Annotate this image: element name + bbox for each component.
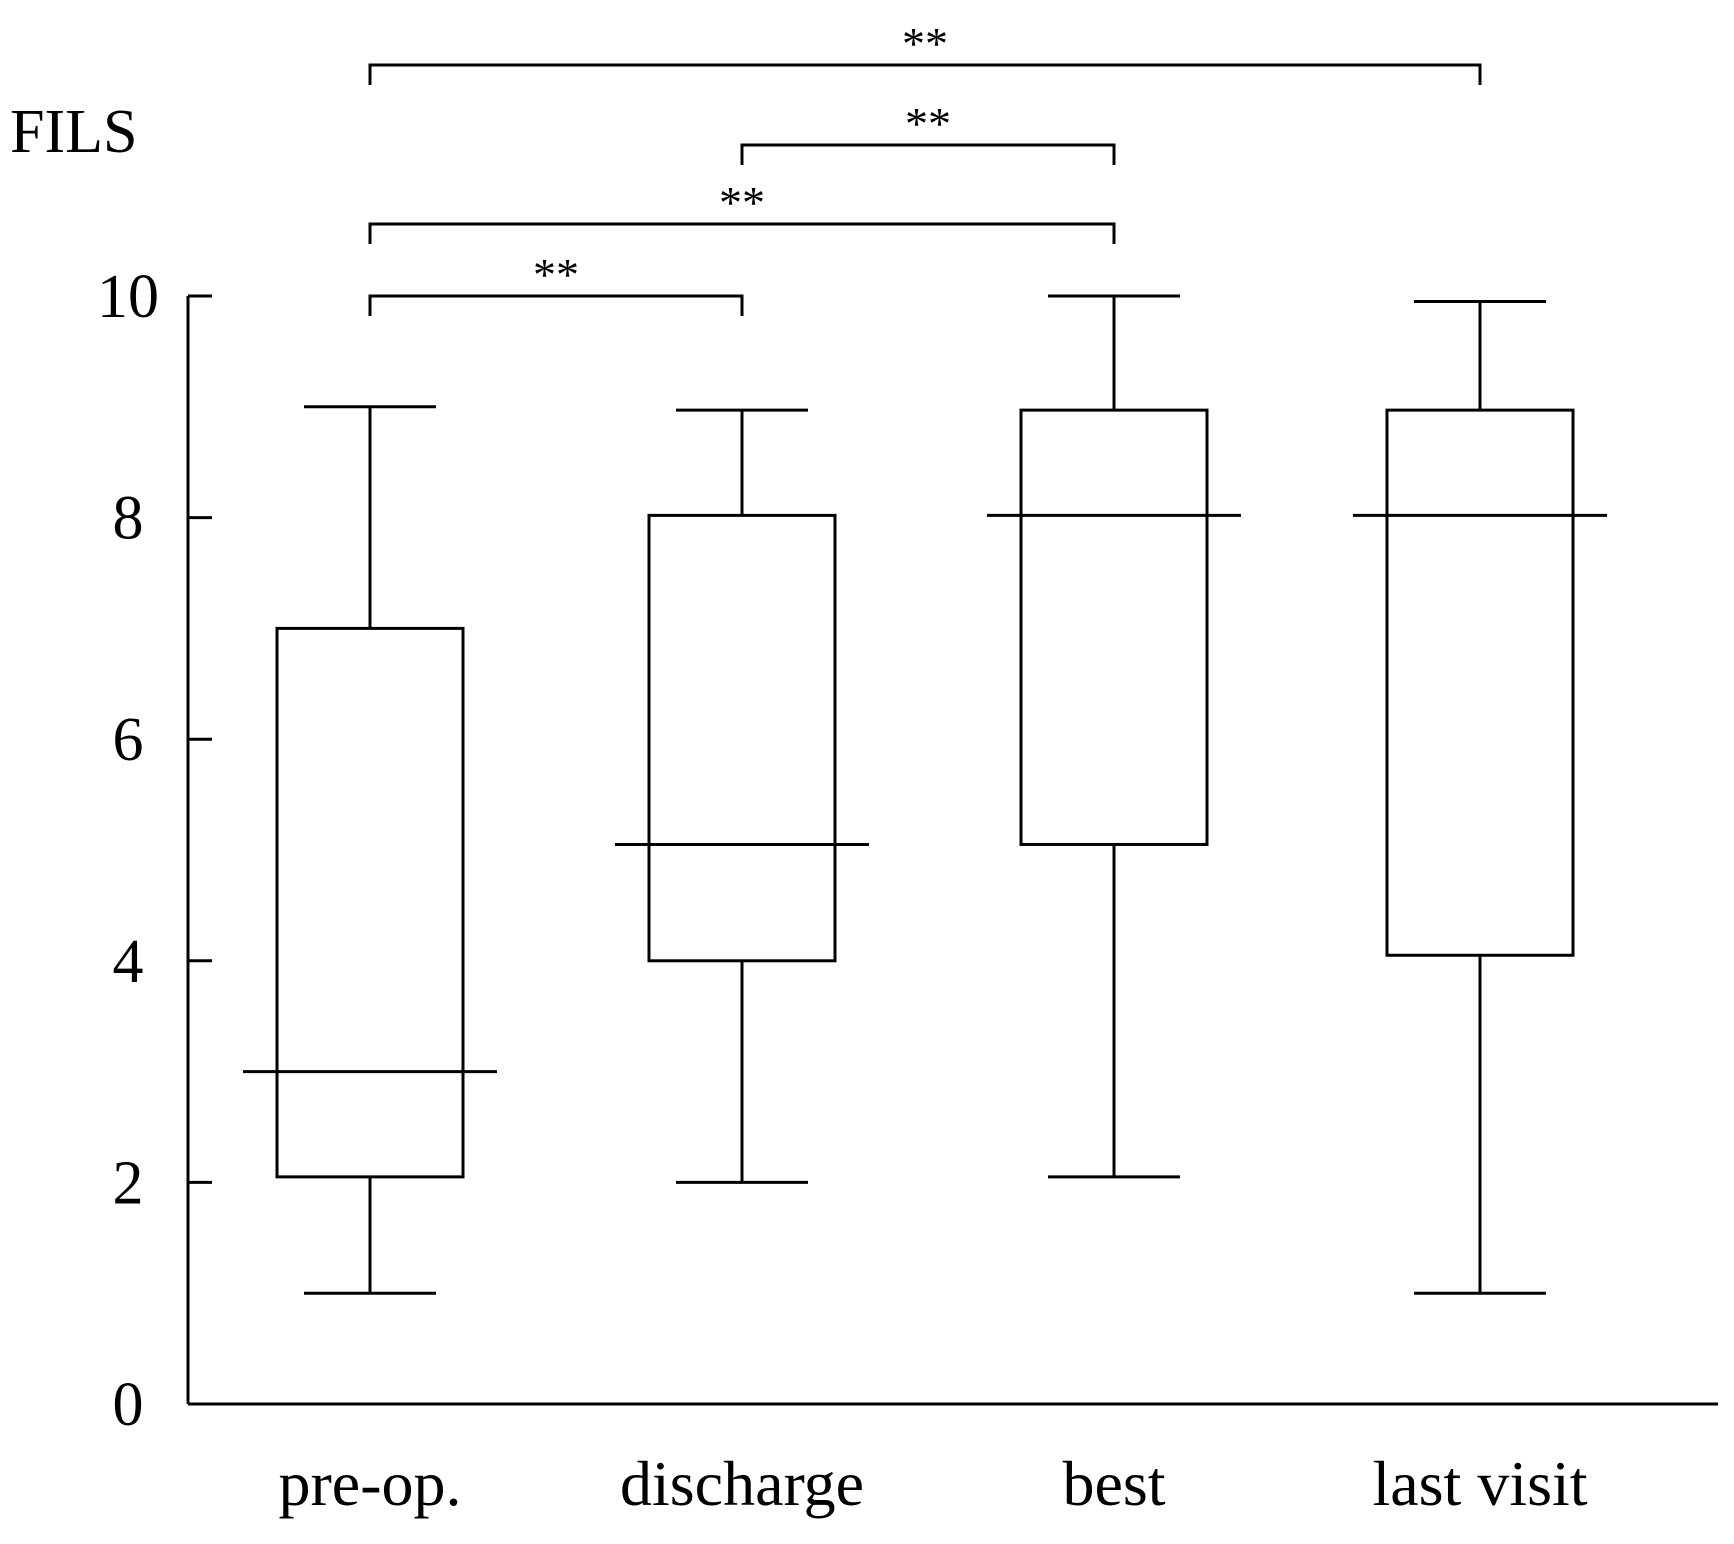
iqr-box <box>1019 408 1209 846</box>
significance-label: ** <box>533 249 579 300</box>
y-ticks: 0 2 4 6 8 10 <box>97 263 212 1439</box>
category-label: discharge <box>620 1448 864 1519</box>
bracket-line <box>368 294 744 316</box>
y-tick-label: 10 <box>97 263 159 331</box>
category-label: best <box>1062 1448 1165 1519</box>
significance-bracket: ** <box>368 249 744 316</box>
y-tick-label: 4 <box>113 928 144 996</box>
significance-label: ** <box>719 177 765 228</box>
significance-brackets: ** ** ** ** <box>368 18 1482 316</box>
box-group <box>615 408 869 1184</box>
significance-bracket: ** <box>368 18 1482 85</box>
significance-bracket: ** <box>740 98 1116 165</box>
iqr-box <box>647 513 837 963</box>
significance-bracket: ** <box>368 177 1116 244</box>
box-group <box>1353 300 1607 1295</box>
category-label: pre-op. <box>278 1448 461 1519</box>
bracket-line <box>740 143 1116 165</box>
significance-label: ** <box>902 18 948 69</box>
y-tick-label: 0 <box>113 1371 144 1439</box>
bracket-line <box>368 63 1482 85</box>
category-label: last visit <box>1372 1448 1587 1519</box>
iqr-box <box>275 626 465 1179</box>
category-labels: pre-op. discharge best last visit <box>278 1448 1587 1519</box>
y-tick-label: 2 <box>113 1149 144 1217</box>
bracket-line <box>368 222 1116 244</box>
boxes <box>243 294 1607 1295</box>
y-axis-label: FILS <box>10 98 137 166</box>
y-tick-label: 6 <box>113 706 144 774</box>
box-group <box>243 405 497 1295</box>
box-group <box>987 294 1241 1179</box>
y-tick-label: 8 <box>113 485 144 553</box>
axes <box>186 296 1718 1406</box>
significance-label: ** <box>905 98 951 149</box>
iqr-box <box>1385 408 1575 957</box>
